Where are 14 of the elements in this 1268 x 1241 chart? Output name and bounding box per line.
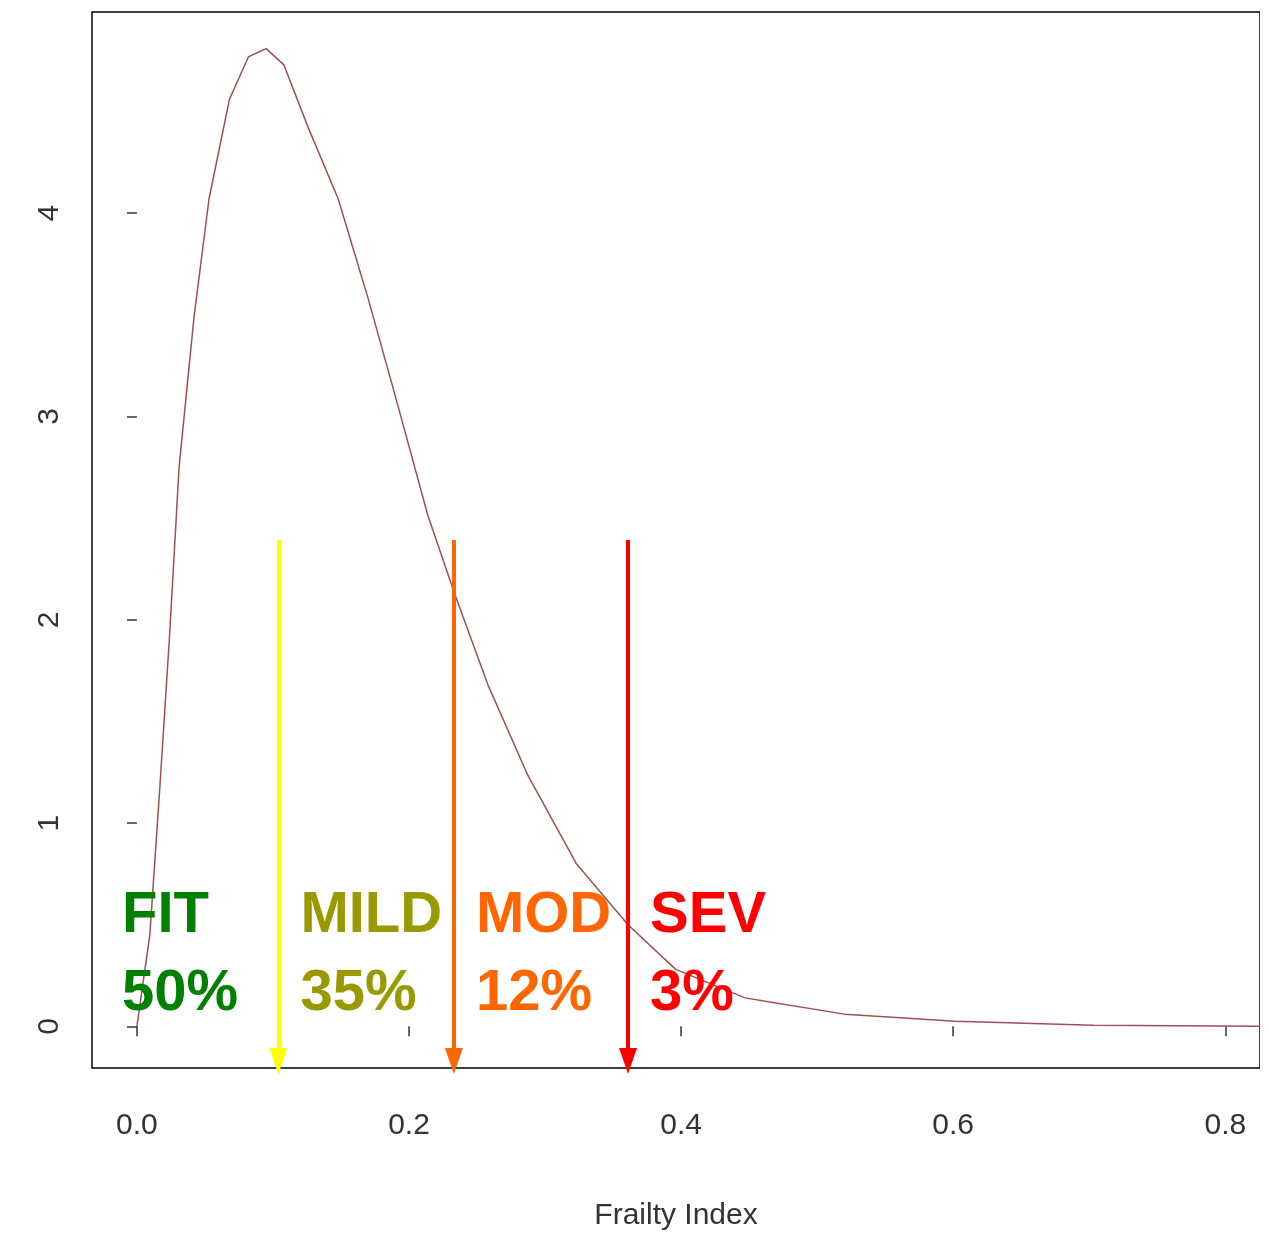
annotation: SEV 3% bbox=[650, 878, 767, 1022]
annotation: MOD 12% bbox=[475, 878, 612, 1022]
x-axis-title: Frailty Index bbox=[594, 1196, 758, 1230]
y-tick-label: 2 bbox=[30, 611, 64, 629]
x-tick-label: 0.4 bbox=[660, 1106, 702, 1140]
y-tick-label: 1 bbox=[30, 814, 64, 832]
x-tick-label: 0.2 bbox=[388, 1106, 430, 1140]
y-tick-label: 3 bbox=[30, 408, 64, 425]
annotation: MILD 35% bbox=[300, 878, 443, 1022]
x-tick-label: 0.6 bbox=[932, 1106, 975, 1140]
x-tick-label: 0.8 bbox=[1204, 1106, 1247, 1140]
y-tick-label: 0 bbox=[30, 1017, 64, 1035]
x-tick-label: 0.0 bbox=[116, 1106, 158, 1140]
y-tick-label: 4 bbox=[30, 204, 64, 222]
